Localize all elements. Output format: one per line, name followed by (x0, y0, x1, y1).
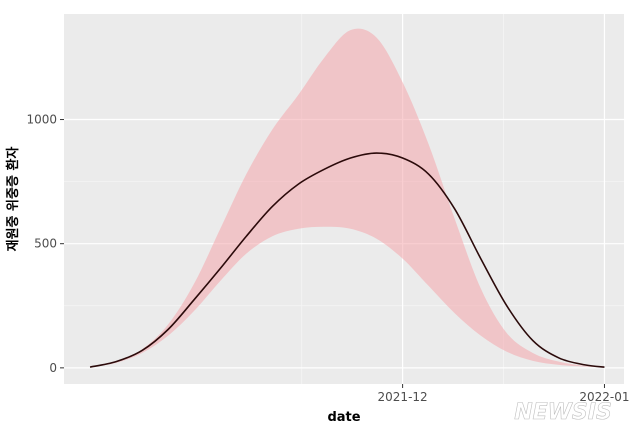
newsis-watermark: NEWSIS (514, 400, 612, 425)
y-tick-label: 500 (34, 237, 57, 251)
y-axis-title: 재원중 위중증 환자 (5, 147, 21, 252)
x-tick-label: 2021-12 (378, 390, 428, 404)
x-axis: 2021-12 2022-01 (378, 384, 630, 404)
x-axis-title: date (327, 410, 360, 425)
y-tick-label: 0 (49, 361, 57, 375)
y-axis: 0 500 1000 (26, 113, 64, 375)
confidence-band (90, 28, 605, 368)
series-line (89, 152, 605, 368)
x-tick-label: 2022-01 (579, 390, 629, 404)
y-tick-label: 1000 (26, 113, 57, 127)
